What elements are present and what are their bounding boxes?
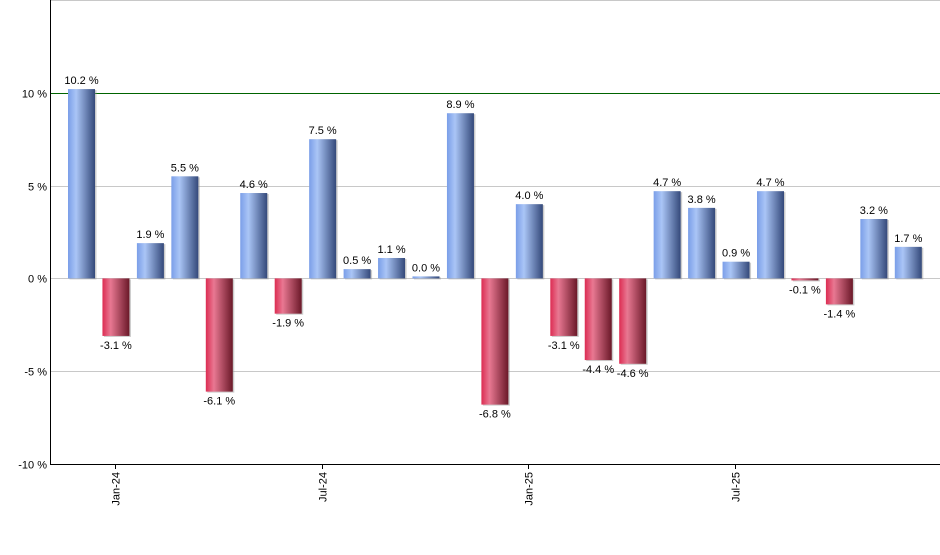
bar-May-25 [653,191,681,279]
bar-Oct-24 [412,276,440,279]
bar-Feb-25 [550,278,578,336]
data-label: 0.0 % [412,262,440,274]
data-label: 0.9 % [722,248,750,260]
data-label: -4.6 % [617,368,649,380]
data-label: 4.0 % [515,190,543,202]
y-tick-label: -5 % [24,367,47,379]
data-label: 8.9 % [446,99,474,111]
bar-Jul-24 [309,139,337,279]
data-labels: 10.2 % -3.1 % 1.9 % 5.5 % -6.1 % 4.6 % -1.9 % 7… [64,75,922,421]
data-label: 4.6 % [240,179,268,191]
bar-Apr-24 [205,278,233,392]
y-tick-label: -10 % [18,460,47,472]
y-tick-label: 10 % [22,89,47,101]
data-label: 1.1 % [377,244,405,256]
data-label: -4.4 % [582,364,614,376]
data-label: 0.5 % [343,255,371,267]
data-label: -3.1 % [548,340,580,352]
bar-Dec-23 [68,89,95,279]
data-label: 3.2 % [860,205,888,217]
x-tick-label: Jul-24 [318,472,330,502]
x-tick-label: Jan-24 [111,472,123,506]
bar-Jan-25 [515,204,543,279]
axes: -10 % -5 % 0 % 5 % 10 % Jan-24 Jul-24 Jan-25 Jul… [18,0,940,506]
bar-Jun-24 [274,278,302,314]
data-label: -1.4 % [824,308,856,320]
x-tick-label: Jan-25 [524,472,536,506]
bar-Jan-24 [102,278,130,336]
bar-Jun-25 [688,207,716,279]
bar-Nov-24 [446,113,474,279]
bar-Mar-24 [171,176,199,279]
data-label: -3.1 % [100,340,132,352]
data-label: 5.5 % [171,162,199,174]
data-label: 1.7 % [894,233,922,245]
bar-Mar-25 [584,278,612,361]
x-tick-label: Jul-25 [731,472,743,502]
bar-Dec-25 [894,246,922,279]
bar-Sep-25 [791,278,819,281]
bar-Sep-24 [378,257,406,279]
bar-Nov-25 [860,219,888,279]
bar-Apr-25 [619,278,647,364]
bar-Dec-24 [481,278,509,405]
bar-Aug-24 [343,269,371,279]
bar-Aug-25 [757,191,784,279]
data-label: 10.2 % [64,75,98,87]
data-label: 7.5 % [309,125,337,137]
y-tick-label: 5 % [28,182,47,194]
data-label: 1.9 % [136,229,164,241]
bar-Feb-24 [136,243,164,279]
bar-Jul-25 [722,261,750,279]
data-label: -0.1 % [789,284,821,296]
data-label: 3.8 % [688,194,716,206]
y-tick-label: 0 % [28,274,47,286]
data-label: 4.7 % [756,177,784,189]
data-label: 4.7 % [653,177,681,189]
data-label: -1.9 % [272,318,304,330]
bar-Oct-25 [825,278,853,305]
bar-May-24 [240,193,268,279]
bars [68,89,924,406]
data-label: -6.1 % [203,396,235,408]
data-label: -6.8 % [479,409,511,421]
